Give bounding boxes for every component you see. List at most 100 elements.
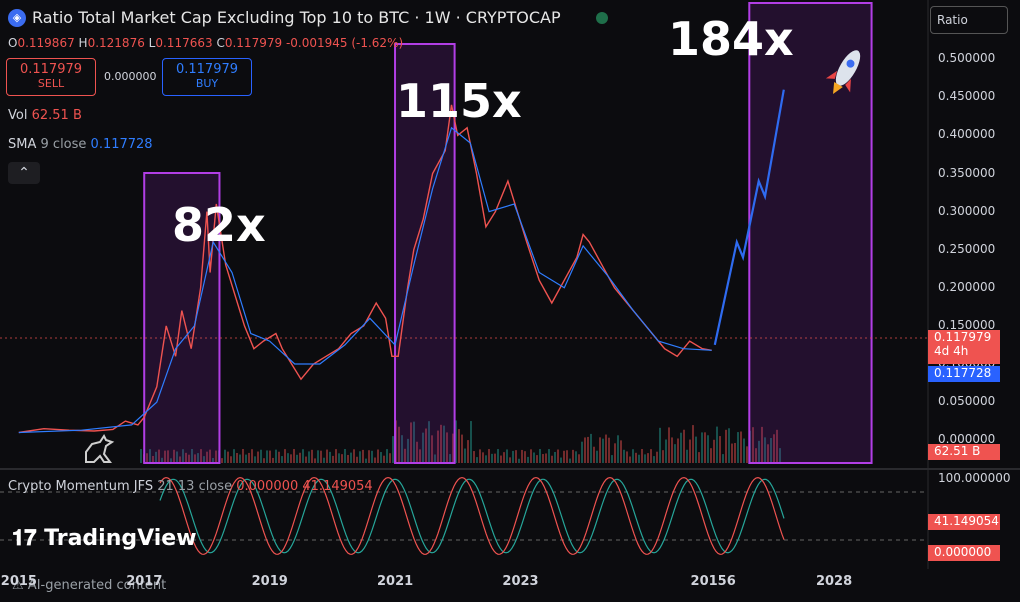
volume-bar (449, 454, 451, 463)
volume-bar (533, 452, 535, 463)
volume-bar (611, 455, 613, 463)
volume-bar (587, 436, 589, 463)
volume-bar (158, 449, 160, 463)
ai-generated-note: ⚠ AI-generated content (12, 578, 167, 593)
volume-bar (206, 451, 208, 463)
volume-bar (188, 454, 190, 463)
indicator-legend[interactable]: Crypto Momentum JFS 21 13 close 0.000000… (8, 479, 373, 494)
volume-bar (629, 456, 631, 463)
volume-bar (185, 452, 187, 463)
volume-bar (596, 450, 598, 463)
indicator-params: 21 13 close (157, 479, 233, 494)
volume-bar (422, 432, 424, 463)
market-status-icon (596, 12, 608, 24)
volume-bar (602, 438, 604, 463)
volume-bar (635, 452, 637, 463)
chart-title[interactable]: Ratio Total Market Cap Excluding Top 10 … (32, 8, 561, 27)
volume-bar (542, 454, 544, 463)
volume-bar (266, 450, 268, 463)
y-tick-label: 0.450000 (938, 89, 996, 104)
y-tick-label: 0.300000 (938, 203, 996, 218)
volume-bar (350, 452, 352, 463)
volume-bar (347, 454, 349, 463)
volume-bar (680, 432, 682, 463)
volume-bar (410, 422, 412, 463)
volume-bar (182, 449, 184, 463)
volume-bar (221, 458, 223, 463)
y-tick-label: 0.200000 (938, 279, 996, 294)
volume-bar (536, 455, 538, 463)
volume-bar (746, 446, 748, 463)
volume-bar (296, 454, 298, 463)
volume-bar (740, 431, 742, 463)
annotation-82x: 82x (172, 198, 266, 252)
volume-bar (254, 456, 256, 463)
series-line-sma-9-close (18, 126, 712, 434)
countdown-value: 4d 4h (934, 344, 969, 358)
volume-bar (770, 438, 772, 463)
volume-bar (416, 441, 418, 463)
volume-bar (383, 455, 385, 463)
volume-bar (251, 449, 253, 463)
ai-note-text: AI-generated content (27, 578, 167, 593)
volume-bar (155, 451, 157, 463)
volume-bar (203, 456, 205, 463)
volume-bar (743, 438, 745, 463)
volume-bar (362, 449, 364, 463)
volume-bar (290, 454, 292, 463)
volume-bar (413, 421, 415, 463)
annotation-115x: 115x (396, 74, 522, 128)
volume-bar (590, 433, 592, 463)
volume-bar (599, 437, 601, 463)
volume-bar (761, 426, 763, 463)
low-label: L (148, 36, 156, 50)
volume-bar (224, 449, 226, 463)
buy-button[interactable]: 0.117979 BUY (162, 58, 252, 96)
volume-bar (698, 452, 700, 463)
volume-bar (434, 454, 436, 463)
volume-bar (323, 457, 325, 463)
volume-bar (194, 454, 196, 463)
volume-bar (557, 449, 559, 463)
indicator-value1-label: 41.149054 (928, 514, 1000, 530)
volume-bar (662, 450, 664, 463)
volume-price-label: 62.51 B (928, 444, 1000, 460)
volume-legend[interactable]: Vol 62.51 B (8, 108, 82, 123)
sma-legend[interactable]: SMA 9 close 0.117728 (8, 137, 153, 152)
volume-bar (470, 421, 472, 463)
sell-button[interactable]: 0.117979 SELL (6, 58, 96, 96)
volume-bar (584, 437, 586, 463)
volume-bar (677, 438, 679, 463)
volume-bar (494, 453, 496, 463)
volume-bar (614, 443, 616, 463)
volume-bar (734, 442, 736, 463)
volume-bar (527, 456, 529, 463)
volume-bar (674, 444, 676, 463)
volume-bar (500, 455, 502, 463)
sell-label: SELL (37, 77, 65, 90)
volume-bar (623, 449, 625, 463)
volume-bar (512, 450, 514, 463)
volume-bar (632, 449, 634, 463)
volume-bar (641, 449, 643, 463)
volume-bar (275, 449, 277, 463)
x-tick-label: 2019 (251, 574, 288, 589)
volume-bar (776, 429, 778, 463)
volume-bar (722, 454, 724, 463)
collapse-legend-button[interactable]: ⌃ (8, 162, 40, 184)
highlight-box-184x (748, 2, 873, 464)
y-tick-label: 0.400000 (938, 127, 996, 142)
volume-bar (326, 449, 328, 463)
volume-bar (509, 457, 511, 463)
volume-bar (260, 449, 262, 463)
volume-bar (440, 424, 442, 463)
volume-bar (197, 453, 199, 463)
x-tick-label: 2028 (815, 574, 853, 589)
volume-bar (464, 448, 466, 463)
volume-bar (497, 449, 499, 463)
highlight-box-115x (394, 43, 456, 464)
scale-mode-button[interactable]: Ratio (930, 6, 1008, 34)
volume-bar (431, 435, 433, 463)
annotation-184x: 184x (668, 12, 794, 66)
